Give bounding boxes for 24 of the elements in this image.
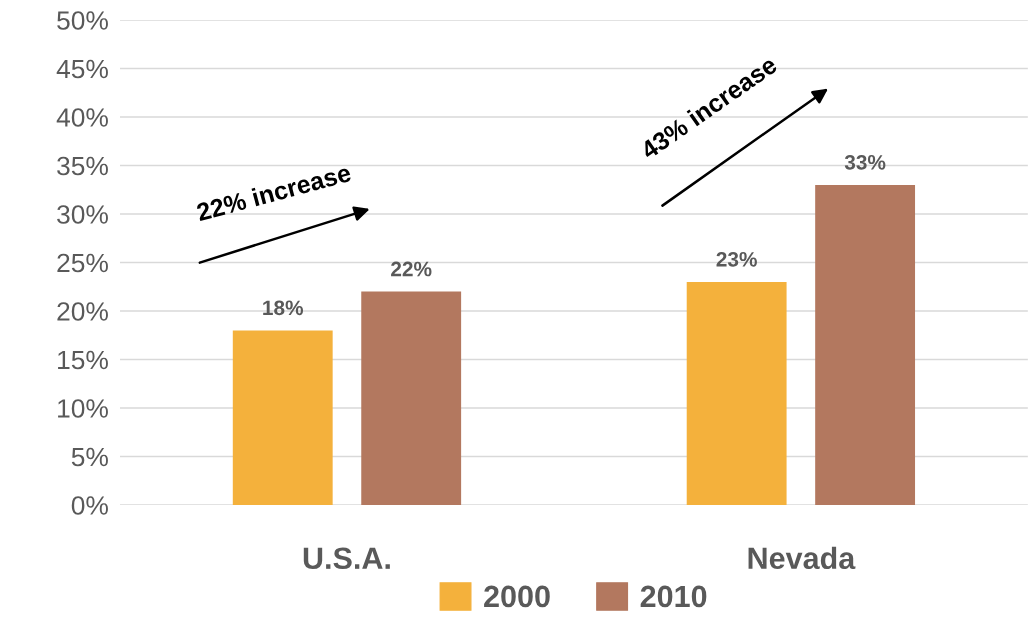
y-tick-label: 5% xyxy=(71,447,108,467)
bar xyxy=(232,330,333,505)
data-label: 18% xyxy=(263,300,304,316)
data-label: 23% xyxy=(716,251,757,267)
data-label: 33% xyxy=(844,154,886,170)
y-tick-label: 40% xyxy=(56,108,108,127)
y-tick-label: 45% xyxy=(56,59,108,79)
y-tick-label: 30% xyxy=(57,205,108,224)
y-tick-label: 35% xyxy=(57,156,108,176)
bar xyxy=(815,184,916,505)
bar xyxy=(686,281,787,505)
legend-label: 2010 xyxy=(640,585,707,608)
y-tick-label: 50% xyxy=(57,11,108,30)
legend-label: 2000 xyxy=(484,585,550,608)
data-label: 22% xyxy=(391,261,432,277)
y-tick-label: 25% xyxy=(57,253,108,273)
y-tick-label: 10% xyxy=(58,399,108,418)
x-tick-label: Nevada xyxy=(748,546,856,570)
annotation: 22% increase xyxy=(195,163,352,222)
y-tick-label: 15% xyxy=(58,350,108,370)
x-tick-label: U.S.A. xyxy=(303,547,390,570)
bar xyxy=(361,291,462,505)
y-tick-label: 20% xyxy=(57,302,108,321)
y-tick-label: 0% xyxy=(71,496,108,515)
